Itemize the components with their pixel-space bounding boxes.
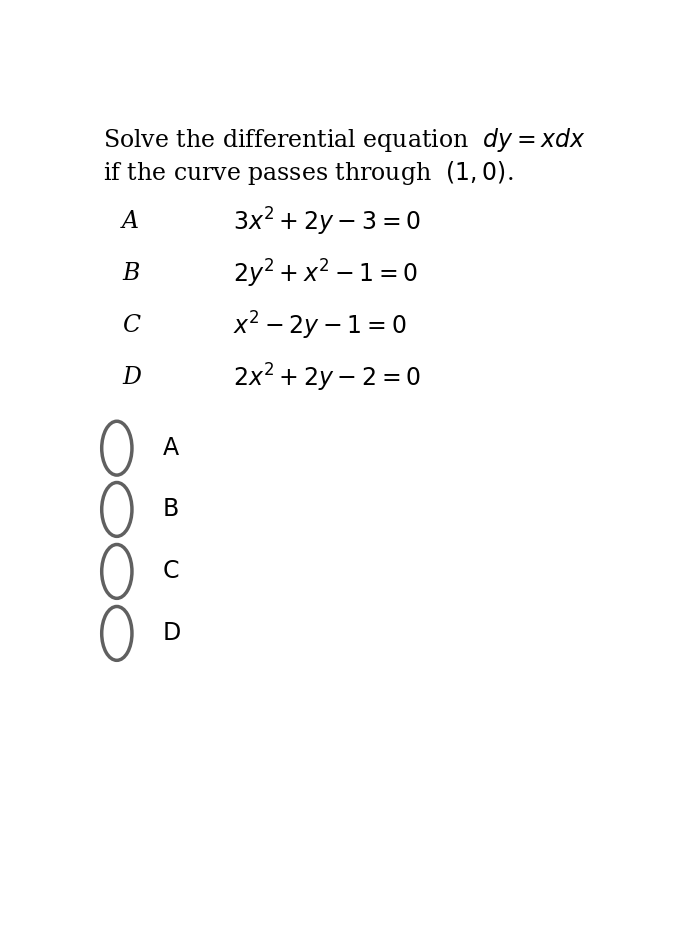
Text: C: C bbox=[122, 314, 140, 337]
Text: $x^2 - 2y - 1 = 0$: $x^2 - 2y - 1 = 0$ bbox=[233, 310, 406, 342]
Text: A: A bbox=[122, 211, 139, 233]
Text: if the curve passes through  $(1, 0)$.: if the curve passes through $(1, 0)$. bbox=[103, 159, 514, 187]
Text: $2x^2 + 2y - 2 = 0$: $2x^2 + 2y - 2 = 0$ bbox=[233, 361, 421, 394]
Text: $3x^2 + 2y - 3 = 0$: $3x^2 + 2y - 3 = 0$ bbox=[233, 206, 421, 238]
Text: B: B bbox=[163, 497, 179, 521]
Text: A: A bbox=[163, 436, 179, 461]
Text: D: D bbox=[163, 622, 181, 646]
Text: B: B bbox=[122, 262, 139, 285]
Text: $2y^2 + x^2 - 1 = 0$: $2y^2 + x^2 - 1 = 0$ bbox=[233, 257, 418, 290]
Text: C: C bbox=[163, 560, 179, 583]
Text: Solve the differential equation  $dy = xdx$: Solve the differential equation $dy = xd… bbox=[103, 125, 586, 154]
Text: D: D bbox=[122, 366, 141, 389]
